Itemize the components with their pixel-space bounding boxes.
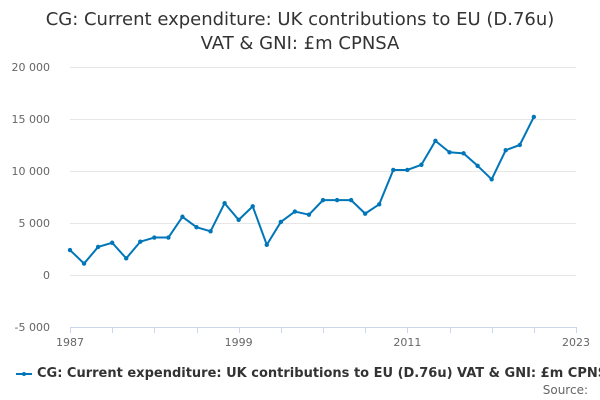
series-layer[interactable]	[67, 114, 537, 266]
data-point[interactable]	[278, 219, 284, 225]
y-tick-label: 5 000	[19, 217, 51, 230]
data-point[interactable]	[334, 197, 340, 203]
data-point[interactable]	[236, 217, 241, 223]
chart-title-line-1: CG: Current expenditure: UK contribution…	[45, 9, 555, 30]
data-point[interactable]	[292, 209, 298, 214]
x-axis: 1987 1999 2011 2023	[56, 327, 590, 349]
data-point[interactable]	[362, 211, 368, 216]
x-tick-label: 1987	[56, 336, 84, 349]
data-point[interactable]	[447, 150, 452, 155]
legend-item[interactable]: CG: Current expenditure: UK contribution…	[16, 366, 600, 381]
data-point[interactable]	[377, 202, 382, 207]
data-point[interactable]	[194, 224, 199, 230]
data-point[interactable]	[250, 204, 255, 209]
data-point[interactable]	[461, 151, 466, 156]
data-point[interactable]	[166, 235, 171, 240]
legend-line-marker-icon	[16, 369, 32, 379]
data-point[interactable]	[405, 167, 410, 173]
data-point[interactable]	[391, 167, 396, 173]
x-tick-label: 1999	[225, 336, 253, 349]
data-point[interactable]	[306, 212, 312, 217]
grid-lines	[70, 67, 576, 328]
y-tick-label: 20 000	[12, 61, 51, 74]
data-point[interactable]	[503, 148, 508, 153]
data-point[interactable]	[531, 114, 537, 120]
y-tick-label: 0	[43, 269, 50, 282]
data-point[interactable]	[475, 163, 480, 168]
y-tick-label: -5 000	[15, 321, 50, 334]
data-point[interactable]	[180, 214, 185, 219]
chart-title-line-2: VAT & GNI: £m CPNSA	[200, 33, 400, 54]
y-tick-label: 15 000	[12, 113, 51, 126]
x-tick-label: 2011	[393, 336, 421, 349]
data-point[interactable]	[517, 142, 522, 148]
x-tick-label: 2023	[562, 336, 590, 349]
data-point[interactable]	[67, 247, 73, 253]
chart-title: CG: Current expenditure: UK contribution…	[0, 8, 600, 56]
y-axis-tick-labels: -5 000 0 5 000 10 000 15 000 20 000	[12, 61, 51, 334]
data-point[interactable]	[433, 138, 438, 144]
data-point[interactable]	[208, 229, 213, 234]
data-point[interactable]	[109, 240, 115, 245]
data-point[interactable]	[264, 242, 269, 248]
data-point[interactable]	[81, 261, 87, 266]
data-point[interactable]	[320, 197, 326, 203]
data-point[interactable]	[152, 235, 157, 240]
data-point[interactable]	[348, 197, 354, 203]
data-point[interactable]	[419, 162, 424, 167]
data-point[interactable]	[95, 244, 101, 250]
y-tick-label: 10 000	[12, 165, 51, 178]
data-point[interactable]	[138, 239, 143, 244]
legend-label: CG: Current expenditure: UK contribution…	[37, 366, 600, 381]
data-point[interactable]	[124, 256, 129, 261]
source-label: Source:	[542, 383, 588, 397]
series-line[interactable]	[69, 115, 535, 265]
data-point[interactable]	[222, 201, 227, 206]
data-point[interactable]	[489, 177, 494, 182]
